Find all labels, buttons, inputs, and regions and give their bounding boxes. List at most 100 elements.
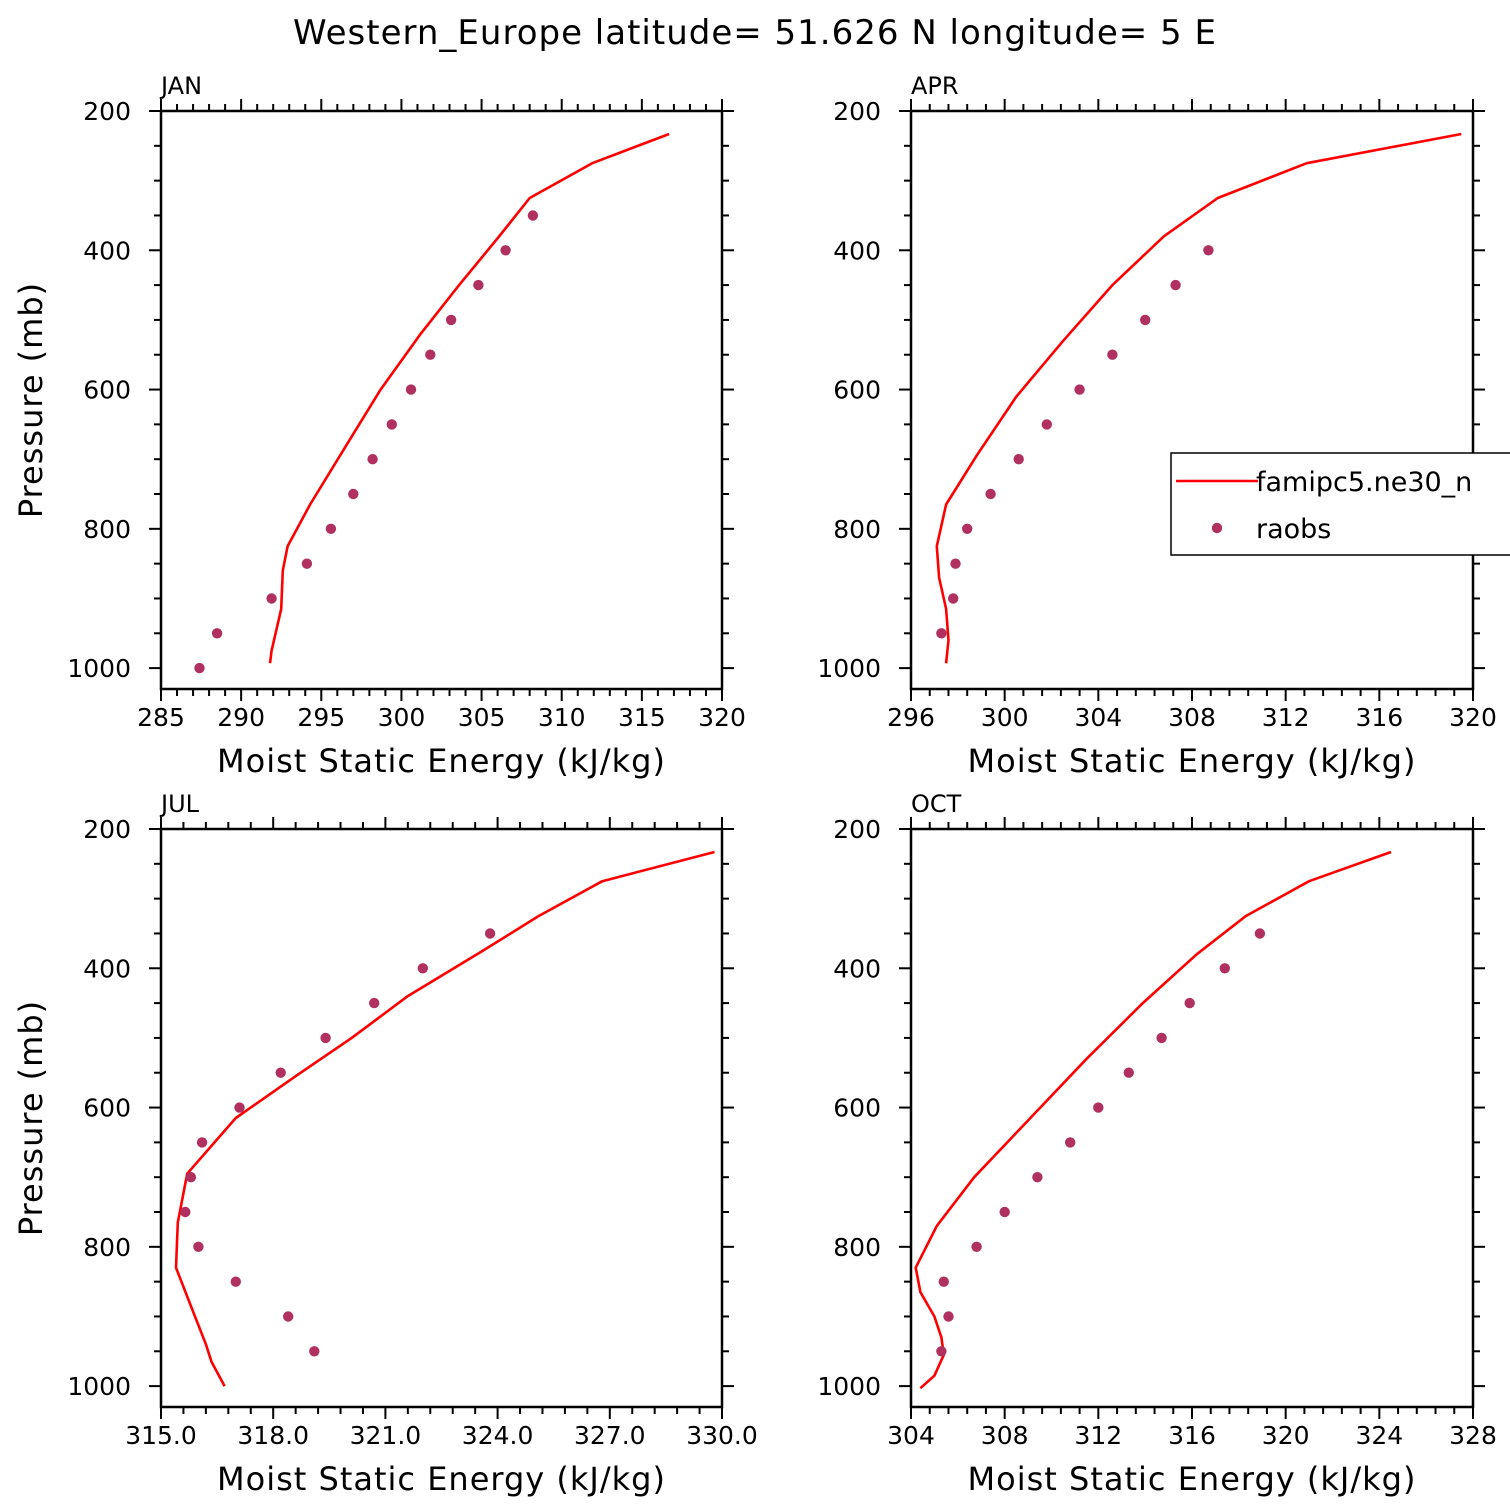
x-tick-label: 318.0 bbox=[237, 1421, 309, 1450]
x-tick-label: 290 bbox=[217, 703, 265, 732]
x-axis-title: Moist Static Energy (kJ/kg) bbox=[968, 1460, 1417, 1498]
obs-point bbox=[1093, 1102, 1104, 1113]
obs-point bbox=[1140, 314, 1151, 326]
obs-point bbox=[283, 1311, 294, 1322]
tick-marks bbox=[149, 99, 734, 701]
obs-points bbox=[194, 210, 539, 674]
panel-oct: OCT 304 308 312 316 320 324 328 200 400 600 800 1000… bbox=[817, 790, 1496, 1498]
obs-point bbox=[1219, 963, 1231, 974]
obs-point bbox=[445, 314, 457, 326]
x-tick-label: 320 bbox=[1449, 703, 1497, 732]
y-tick-label: 600 bbox=[83, 376, 131, 405]
y-tick-label: 400 bbox=[833, 236, 881, 265]
obs-point bbox=[309, 1346, 320, 1357]
obs-point bbox=[386, 419, 397, 430]
obs-point bbox=[301, 558, 313, 569]
obs-point bbox=[936, 628, 947, 639]
x-tick-label: 300 bbox=[981, 703, 1029, 732]
model-line bbox=[914, 850, 1392, 1390]
x-axis-title: Moist Static Energy (kJ/kg) bbox=[217, 742, 666, 780]
y-tick-label: 400 bbox=[833, 954, 881, 983]
x-tick-label: 312 bbox=[1262, 703, 1310, 732]
y-tick-label: 400 bbox=[83, 236, 131, 265]
y-tick-label: 800 bbox=[833, 1233, 881, 1262]
obs-point bbox=[275, 1067, 286, 1078]
x-tick-label: 312 bbox=[1074, 1421, 1122, 1450]
y-tick-label: 1000 bbox=[817, 1372, 881, 1401]
y-tick-label: 200 bbox=[83, 97, 131, 126]
x-tick-label: 308 bbox=[981, 1421, 1029, 1450]
plot-frame bbox=[159, 109, 724, 691]
obs-point bbox=[266, 593, 277, 604]
obs-point bbox=[950, 558, 961, 569]
y-tick-label: 400 bbox=[83, 954, 131, 983]
x-tick-label: 300 bbox=[378, 703, 426, 732]
plot-frame bbox=[159, 827, 724, 1409]
obs-points bbox=[936, 245, 1214, 639]
obs-point bbox=[938, 1276, 949, 1287]
x-tick-label: 330.0 bbox=[686, 1421, 758, 1450]
obs-point bbox=[1013, 454, 1024, 465]
obs-point bbox=[936, 1346, 947, 1357]
obs-point bbox=[185, 1172, 197, 1183]
obs-point bbox=[325, 523, 337, 534]
obs-point bbox=[196, 1137, 208, 1148]
obs-point bbox=[1107, 349, 1118, 360]
obs-point bbox=[234, 1102, 245, 1113]
y-tick-label: 200 bbox=[833, 815, 881, 844]
obs-point bbox=[971, 1241, 982, 1253]
panel-apr: APR 296 300 304 308 312 316 320 200 400 600 800 1000… bbox=[817, 72, 1496, 780]
y-tick-label: 1000 bbox=[67, 654, 131, 683]
x-tick-label: 305 bbox=[458, 703, 506, 732]
obs-point bbox=[999, 1206, 1010, 1218]
obs-point bbox=[1170, 279, 1181, 291]
x-tick-label: 310 bbox=[538, 703, 586, 732]
obs-point bbox=[473, 279, 484, 291]
y-tick-label: 600 bbox=[83, 1094, 131, 1123]
obs-point bbox=[320, 1032, 331, 1044]
y-tick-label: 800 bbox=[83, 1233, 131, 1262]
obs-point bbox=[943, 1311, 954, 1322]
tick-marks bbox=[899, 99, 1485, 701]
tick-marks bbox=[899, 817, 1485, 1419]
obs-points bbox=[936, 928, 1266, 1357]
obs-point bbox=[527, 210, 539, 221]
y-tick-label: 200 bbox=[833, 97, 881, 126]
obs-point bbox=[1074, 384, 1085, 395]
y-tick-label: 600 bbox=[833, 1094, 881, 1123]
y-tick-label: 1000 bbox=[817, 654, 881, 683]
panel-title: JUL bbox=[159, 790, 200, 818]
x-tick-label: 327.0 bbox=[574, 1421, 646, 1450]
x-tick-label: 320 bbox=[698, 703, 746, 732]
x-tick-label: 304 bbox=[887, 1421, 935, 1450]
y-tick-label: 200 bbox=[83, 815, 131, 844]
obs-point bbox=[369, 997, 380, 1009]
x-tick-label: 308 bbox=[1168, 703, 1216, 732]
y-tick-label: 600 bbox=[833, 376, 881, 405]
legend-label-model: famipc5.ne30_n bbox=[1256, 467, 1472, 498]
x-tick-label: 296 bbox=[887, 703, 935, 732]
obs-point bbox=[1041, 419, 1053, 430]
panels: JAN 285 290 295 300 305 310 315 320 200 400 600 800 1… bbox=[12, 72, 1497, 1498]
x-tick-label: 285 bbox=[137, 703, 185, 732]
y-tick-label: 800 bbox=[833, 515, 881, 544]
obs-point bbox=[194, 662, 205, 674]
x-tick-label: 304 bbox=[1074, 703, 1122, 732]
legend-box bbox=[1170, 452, 1510, 556]
obs-point bbox=[417, 963, 428, 974]
legend-label-obs: raobs bbox=[1256, 514, 1331, 545]
figure-title: Western_Europe latitude= 51.626 N longit… bbox=[293, 13, 1217, 53]
x-tick-label: 316 bbox=[1355, 703, 1403, 732]
panel-title: JAN bbox=[159, 72, 202, 100]
model-line bbox=[174, 850, 715, 1387]
obs-point bbox=[367, 454, 378, 465]
obs-point bbox=[1156, 1032, 1167, 1044]
x-tick-label: 315 bbox=[618, 703, 666, 732]
x-tick-label: 316 bbox=[1168, 1421, 1216, 1450]
y-tick-label: 800 bbox=[83, 515, 131, 544]
obs-point bbox=[484, 928, 496, 939]
obs-point bbox=[1254, 928, 1266, 939]
tick-marks bbox=[149, 817, 734, 1419]
